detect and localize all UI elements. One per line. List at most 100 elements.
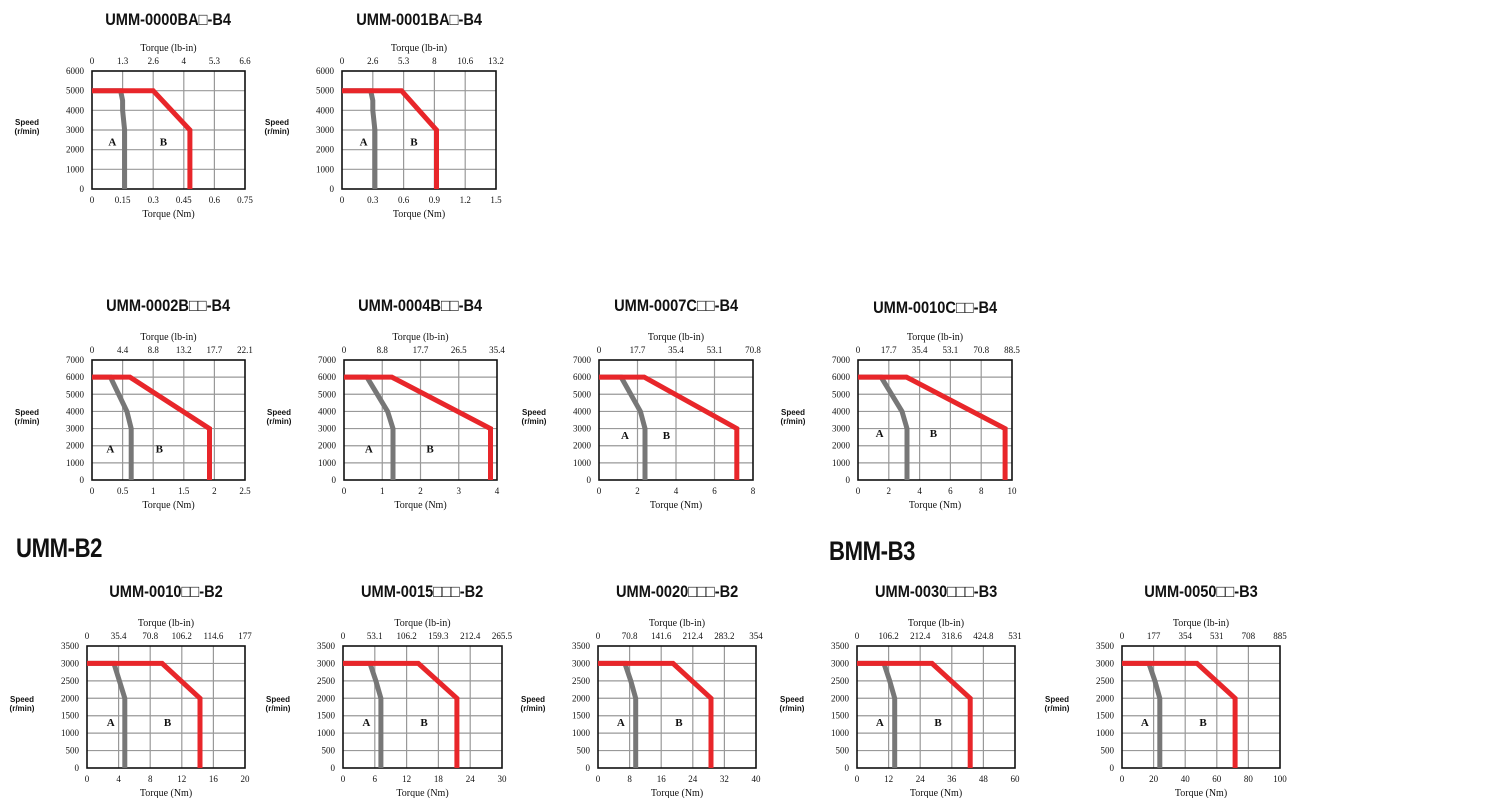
- chart-7-y-tick-label: 0: [331, 763, 336, 773]
- chart-6-y-tick-label: 3500: [61, 641, 80, 651]
- chart-2-y-tick-label: 2000: [66, 441, 85, 451]
- chart-6-title: UMM-0010□□-B2: [109, 582, 223, 601]
- chart-3-x2-tick-label: 0: [342, 345, 347, 355]
- chart-7-x2-tick-label: 159.3: [428, 631, 449, 641]
- chart-0-y-tick-label: 4000: [66, 105, 85, 115]
- chart-8-x2-tick-label: 354: [749, 631, 763, 641]
- chart-0-title: UMM-0000BA□-B4: [105, 10, 232, 29]
- chart-8-y-tick-label: 3000: [572, 658, 591, 668]
- chart-4-y-tick-label: 6000: [573, 372, 592, 382]
- chart-0-y-tick-label: 5000: [66, 86, 85, 96]
- chart-7-y-tick-label: 500: [322, 746, 336, 756]
- chart-4-y-tick-label: 5000: [573, 389, 592, 399]
- chart-0-x-axis-label: Torque (Nm): [142, 209, 194, 220]
- chart-7-rated-curve: [343, 660, 460, 768]
- chart-10-y-tick-label: 3500: [1096, 641, 1115, 651]
- chart-7-y-tick-label: 3000: [317, 658, 336, 668]
- chart-0-rated-curve: [92, 88, 193, 189]
- chart-8-x-tick-label: 8: [627, 774, 632, 784]
- chart-10-x-tick-label: 0: [1120, 774, 1125, 784]
- chart-2-x2-tick-label: 0: [90, 345, 95, 355]
- chart-5-x-axis-label: Torque (Nm): [909, 500, 961, 511]
- chart-4-region-label-b: B: [663, 430, 671, 442]
- chart-1-x2-axis-label: Torque (lb-in): [391, 43, 447, 54]
- chart-2-x-axis-label: Torque (Nm): [142, 500, 194, 511]
- chart-4-x-tick-label: 4: [674, 486, 679, 496]
- chart-4-x2-tick-label: 35.4: [668, 345, 684, 355]
- chart-8-y-tick-label: 2000: [572, 693, 591, 703]
- chart-1-y-tick-label: 6000: [316, 66, 335, 76]
- chart-6-y-axis-label: Speed (r/min): [9, 695, 35, 713]
- chart-7-y-tick-label: 2000: [317, 693, 336, 703]
- chart-0-region-label-a: A: [108, 137, 116, 149]
- chart-6-y-tick-label: 2000: [61, 693, 80, 703]
- chart-0-x2-tick-label: 0: [90, 56, 95, 66]
- chart-5-y-tick-label: 2000: [832, 441, 851, 451]
- chart-9-y-tick-label: 1500: [831, 711, 850, 721]
- chart-8-x-axis-label: Torque (Nm): [651, 788, 703, 798]
- chart-4-rated-curve: [599, 374, 740, 480]
- chart-5-frame: [857, 359, 1013, 481]
- chart-4-title: UMM-0007C□□-B4: [613, 296, 739, 315]
- chart-7-frame: [342, 645, 503, 769]
- chart-9-x2-tick-label: 531: [1008, 631, 1022, 641]
- chart-6-x-tick-label: 8: [148, 774, 153, 784]
- chart-3-x2-tick-label: 26.5: [451, 345, 467, 355]
- chart-8-y-tick-label: 3500: [572, 641, 591, 651]
- chart-8-y-tick-label: 0: [586, 763, 591, 773]
- chart-5-y-tick-label: 6000: [832, 372, 851, 382]
- chart-3-x2-tick-label: 8.8: [377, 345, 389, 355]
- chart-4-y-tick-label: 7000: [573, 355, 592, 365]
- chart-1-x-tick-label: 1.2: [460, 195, 471, 205]
- chart-1-y-tick-label: 0: [330, 184, 335, 194]
- chart-1-region-label-b: B: [410, 137, 418, 149]
- chart-2-x-tick-label: 0: [90, 486, 95, 496]
- chart-2-x-tick-label: 1: [151, 486, 156, 496]
- chart-7-x2-tick-label: 212.4: [460, 631, 481, 641]
- chart-5-x-tick-label: 6: [948, 486, 953, 496]
- chart-6-y-tick-label: 3000: [61, 658, 80, 668]
- chart-8-rated-curve: [598, 660, 714, 768]
- chart-7-x-tick-label: 12: [402, 774, 411, 784]
- section-title-umm-b2: UMM-B2: [16, 533, 103, 563]
- chart-5-x2-tick-label: 53.1: [943, 345, 959, 355]
- chart-7-x2-tick-label: 265.5: [492, 631, 513, 641]
- chart-3-x-tick-label: 4: [495, 486, 500, 496]
- chart-0-x2-tick-label: 4: [182, 56, 187, 66]
- chart-1-y-tick-label: 4000: [316, 105, 335, 115]
- chart-3-region-label-b: B: [426, 444, 434, 456]
- chart-2-x2-tick-label: 22.1: [237, 345, 253, 355]
- chart-9-frame: [856, 645, 1016, 769]
- chart-0-x-tick-label: 0.6: [209, 195, 221, 205]
- chart-10-x2-tick-label: 885: [1273, 631, 1287, 641]
- chart-1-x2-tick-label: 2.6: [367, 56, 379, 66]
- chart-2-y-tick-label: 1000: [66, 458, 85, 468]
- chart-5-rated-curve: [858, 374, 1008, 480]
- chart-9-x2-tick-label: 0: [855, 631, 860, 641]
- chart-6-y-tick-label: 1500: [61, 711, 80, 721]
- chart-2-x2-axis-label: Torque (lb-in): [140, 332, 196, 343]
- chart-0-x-tick-label: 0.75: [237, 195, 253, 205]
- chart-9-y-tick-label: 1000: [831, 728, 850, 738]
- chart-8-y-tick-label: 1500: [572, 711, 591, 721]
- chart-5-x-tick-label: 0: [856, 486, 861, 496]
- chart-7-x2-tick-label: 53.1: [367, 631, 383, 641]
- chart-5-x2-tick-label: 35.4: [912, 345, 928, 355]
- chart-3-region-label-a: A: [365, 444, 373, 456]
- chart-0-x-tick-label: 0.45: [176, 195, 192, 205]
- chart-3-x-tick-label: 1: [380, 486, 385, 496]
- chart-7-x-tick-label: 18: [434, 774, 444, 784]
- chart-3-x-tick-label: 3: [457, 486, 462, 496]
- chart-7-region-label-a: A: [362, 717, 370, 729]
- chart-10-x-axis-label: Torque (Nm): [1175, 788, 1227, 798]
- chart-9-rated-curve: [857, 660, 973, 768]
- chart-5-y-axis-label: Speed (r/min): [780, 408, 806, 426]
- chart-1-title: UMM-0001BA□-B4: [356, 10, 482, 29]
- chart-3-y-tick-label: 1000: [318, 458, 337, 468]
- chart-9-title: UMM-0030□□□-B3: [874, 582, 998, 601]
- chart-3-y-tick-label: 7000: [318, 355, 337, 365]
- chart-6-y-tick-label: 2500: [61, 676, 80, 686]
- chart-4-x-tick-label: 8: [751, 486, 756, 496]
